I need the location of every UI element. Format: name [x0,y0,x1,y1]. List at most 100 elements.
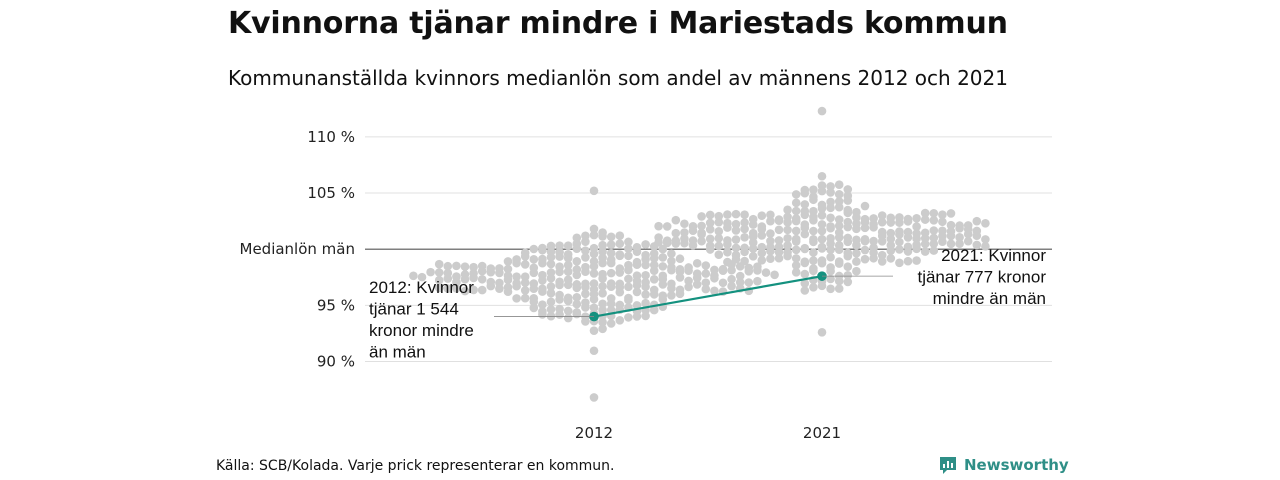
municipality-dot [740,224,749,234]
municipality-dot [581,317,590,326]
municipality-dot [731,209,741,219]
municipality-dot [912,213,921,223]
municipality-dot [834,202,844,212]
municipality-dot [744,267,754,276]
municipality-dot [826,274,835,284]
municipality-dot [606,232,616,242]
municipality-dot [929,208,939,218]
municipality-dot [860,201,870,211]
municipality-dot [912,256,921,265]
municipality-dot [563,280,573,290]
municipality-dot [766,210,775,220]
municipality-dot [834,180,844,190]
municipality-dot [546,273,556,283]
municipality-dot [546,297,556,307]
municipality-dot [834,190,844,199]
municipality-dot [783,218,792,227]
municipality-dot [757,242,767,252]
municipality-dot [895,218,904,227]
municipality-dot [572,309,582,319]
municipality-dot [800,244,810,254]
municipality-dot [546,305,556,314]
municipality-dot [589,393,599,402]
municipality-dot [800,229,810,239]
municipality-dot [649,305,659,315]
municipality-dot [538,276,547,285]
municipality-dot [555,280,564,290]
municipality-dot [701,278,711,287]
municipality-dot [774,253,784,263]
annotation-2021-line: tjänar 777 kronor [917,268,1046,287]
municipality-dot [735,271,745,281]
municipality-dot [826,245,835,254]
municipality-dot [503,257,513,266]
municipality-dot [684,282,693,292]
y-tick-label: 90 % [317,353,355,371]
municipality-dot [624,282,633,292]
municipality-dot [667,265,676,275]
municipality-dot [920,247,930,256]
municipality-dot [826,213,835,223]
municipality-dot [624,237,633,247]
chart-subtitle: Kommunanställda kvinnors medianlön som a… [228,66,1008,90]
municipality-dot [718,266,728,276]
municipality-dot [852,224,861,234]
municipality-dot [692,258,702,268]
municipality-dot [955,239,964,249]
municipality-dot [538,245,547,255]
municipality-dot [520,286,530,295]
municipality-dot [598,232,607,241]
municipality-dot [641,271,650,280]
municipality-dot [555,252,564,261]
municipality-dot [417,272,427,282]
municipality-dot [955,233,964,242]
municipality-dot [658,262,668,271]
municipality-dot [852,266,861,276]
municipality-dot [723,223,732,232]
municipality-dot [615,251,625,261]
municipality-dot [658,280,668,289]
municipality-dot [649,254,659,263]
municipality-dot [809,215,818,225]
municipality-dot [671,215,681,225]
municipality-dot [809,226,818,236]
municipality-dot [800,269,810,279]
municipality-dot [615,316,625,325]
municipality-dot [843,185,853,194]
municipality-dot [817,281,827,291]
municipality-dot [469,285,478,295]
municipality-dot [809,237,818,247]
municipality-dot [710,273,719,283]
municipality-dot [817,106,827,116]
municipality-dot [529,268,539,278]
municipality-dot [538,300,547,309]
municipality-dot [877,236,887,246]
municipality-dot [606,240,616,249]
municipality-dot [740,247,749,257]
municipality-dot [615,287,625,297]
municipality-dot [598,274,607,283]
municipality-dot [766,229,775,238]
municipality-dot [589,269,599,278]
municipality-dot [581,237,590,246]
municipality-dot [753,266,762,275]
municipality-dot [740,233,749,242]
municipality-dot [486,281,496,291]
municipality-dot [434,283,444,293]
municipality-dot [486,267,496,277]
chart-title: Kvinnorna tjänar mindre i Mariestads kom… [228,6,1008,41]
municipality-dot [581,253,590,262]
municipality-dot [624,244,633,253]
municipality-dot [714,250,724,259]
municipality-dot [895,237,904,247]
municipality-dot [538,287,547,296]
municipality-dot [563,241,573,251]
municipality-dot [800,200,810,209]
municipality-dot [895,245,904,254]
municipality-dot [641,282,650,292]
municipality-dot [791,245,801,255]
municipality-dot [800,279,810,288]
municipality-dot [538,258,547,268]
municipality-dot [714,217,724,227]
municipality-dot [598,317,607,327]
